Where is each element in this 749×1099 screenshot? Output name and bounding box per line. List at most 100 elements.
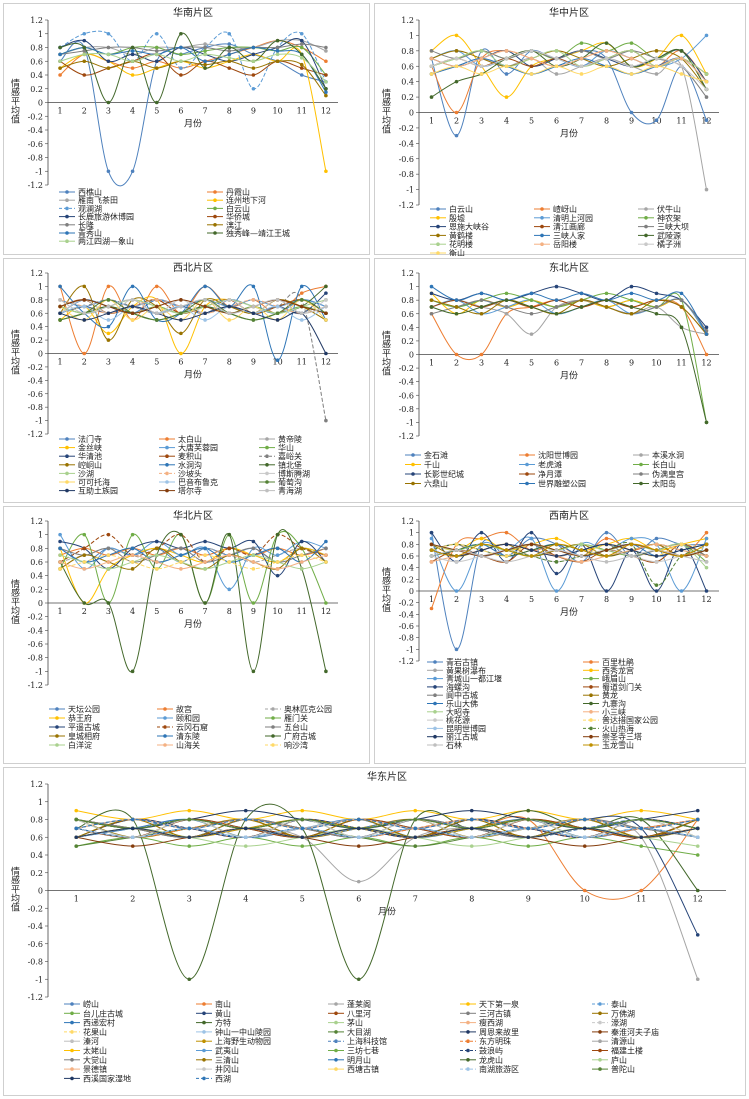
data-point: [454, 49, 459, 53]
legend-marker: [213, 231, 217, 235]
data-point: [227, 66, 232, 70]
y-tick-label: -0.4: [28, 626, 43, 635]
data-point: [479, 72, 484, 76]
legend-label: 观澜湖: [78, 204, 102, 213]
legend-marker: [265, 445, 269, 450]
series-line: [431, 298, 707, 332]
data-point: [58, 304, 62, 309]
legend-label: 独秀峰—靖江王城: [226, 228, 290, 238]
legend-label: 大昭寺: [446, 707, 470, 717]
data-point: [469, 817, 474, 822]
data-point: [275, 298, 280, 302]
data-point: [629, 72, 634, 76]
y-tick-label: 0.8: [401, 47, 414, 56]
data-point: [299, 567, 304, 571]
legend-label: 九寨沟: [602, 699, 626, 709]
data-point: [579, 64, 584, 69]
x-tick-label: 6: [554, 359, 559, 368]
y-tick-label: -1: [406, 186, 414, 195]
data-point: [179, 304, 183, 309]
data-point: [429, 542, 434, 547]
legend-marker: [466, 1058, 470, 1062]
data-point: [529, 291, 534, 296]
series-line: [59, 305, 327, 321]
data-point: [429, 606, 434, 611]
data-point: [413, 835, 418, 840]
legend-label: 普陀山: [611, 1064, 635, 1074]
y-tick-label: 0.6: [30, 558, 43, 567]
data-point: [324, 73, 328, 77]
legend-label: 雁南飞茶田: [78, 195, 118, 205]
y-axis-label: 情感平均值: [380, 566, 391, 612]
y-tick-label: -0.4: [399, 139, 414, 148]
x-tick-label: 9: [251, 607, 256, 616]
data-point: [629, 284, 634, 289]
legend-label: 沙湖: [78, 469, 94, 478]
x-tick-label: 9: [629, 359, 634, 368]
data-point: [479, 311, 484, 316]
y-tick-label: -0.2: [399, 599, 414, 608]
legend-marker: [589, 734, 593, 739]
data-point: [679, 542, 684, 547]
data-point: [429, 64, 434, 69]
legend-marker: [598, 1011, 602, 1016]
y-tick-label: -0.8: [28, 154, 43, 163]
legend-marker: [202, 1039, 206, 1043]
x-axis-label: 月份: [560, 606, 578, 618]
data-point: [324, 351, 328, 356]
y-tick-label: -0.4: [28, 126, 43, 135]
x-tick-label: 5: [300, 895, 305, 904]
data-point: [454, 560, 459, 564]
y-tick-label: 0.2: [30, 585, 43, 594]
data-point: [275, 45, 280, 50]
data-point: [203, 49, 207, 53]
data-point: [704, 332, 709, 336]
legend-label: 岳阳楼: [553, 239, 577, 249]
legend-marker: [525, 453, 529, 457]
x-tick-label: 11: [636, 895, 646, 904]
legend-marker: [433, 668, 437, 673]
legend-marker: [433, 734, 437, 739]
legend-label: 桃花源: [446, 715, 470, 725]
y-tick-label: -1: [35, 167, 43, 176]
data-point: [300, 844, 305, 848]
legend-label: 丽江古城: [446, 732, 478, 742]
data-point: [203, 560, 207, 564]
data-point: [529, 72, 534, 76]
data-point: [579, 298, 584, 302]
data-point: [82, 311, 87, 316]
legend-marker: [265, 454, 269, 458]
data-point: [604, 291, 609, 296]
data-point: [679, 56, 684, 61]
data-point: [203, 42, 207, 46]
data-point: [203, 318, 207, 322]
data-point: [179, 351, 183, 356]
legend-marker: [65, 471, 69, 476]
data-point: [429, 95, 434, 99]
data-point: [604, 56, 609, 61]
data-point: [695, 888, 700, 893]
data-point: [106, 601, 111, 605]
data-point: [679, 325, 684, 330]
data-point: [704, 530, 709, 535]
legend-marker: [334, 1058, 338, 1062]
data-point: [479, 56, 484, 61]
data-point: [429, 548, 434, 552]
data-point: [58, 66, 62, 70]
panel-huazhong: 华中片区 1.2 1 0.8 0.6 0.4 0.2 0 -0.2 -0.4 -0.6 -0.8 -1 -…: [374, 3, 746, 256]
chart-title: 华中片区: [549, 6, 589, 19]
y-tick-label: -1: [35, 667, 43, 676]
data-point: [82, 567, 87, 571]
data-point: [529, 536, 534, 541]
x-tick-label: 2: [130, 895, 135, 904]
legend-marker: [433, 685, 437, 689]
legend-marker: [70, 1076, 74, 1081]
series-line: [431, 34, 707, 98]
data-point: [479, 305, 484, 309]
data-point: [130, 835, 135, 840]
legend-marker: [165, 437, 169, 441]
data-point: [679, 589, 684, 593]
data-point: [429, 56, 434, 61]
legend-label: 东方明珠: [479, 1036, 511, 1046]
data-point: [179, 318, 183, 322]
